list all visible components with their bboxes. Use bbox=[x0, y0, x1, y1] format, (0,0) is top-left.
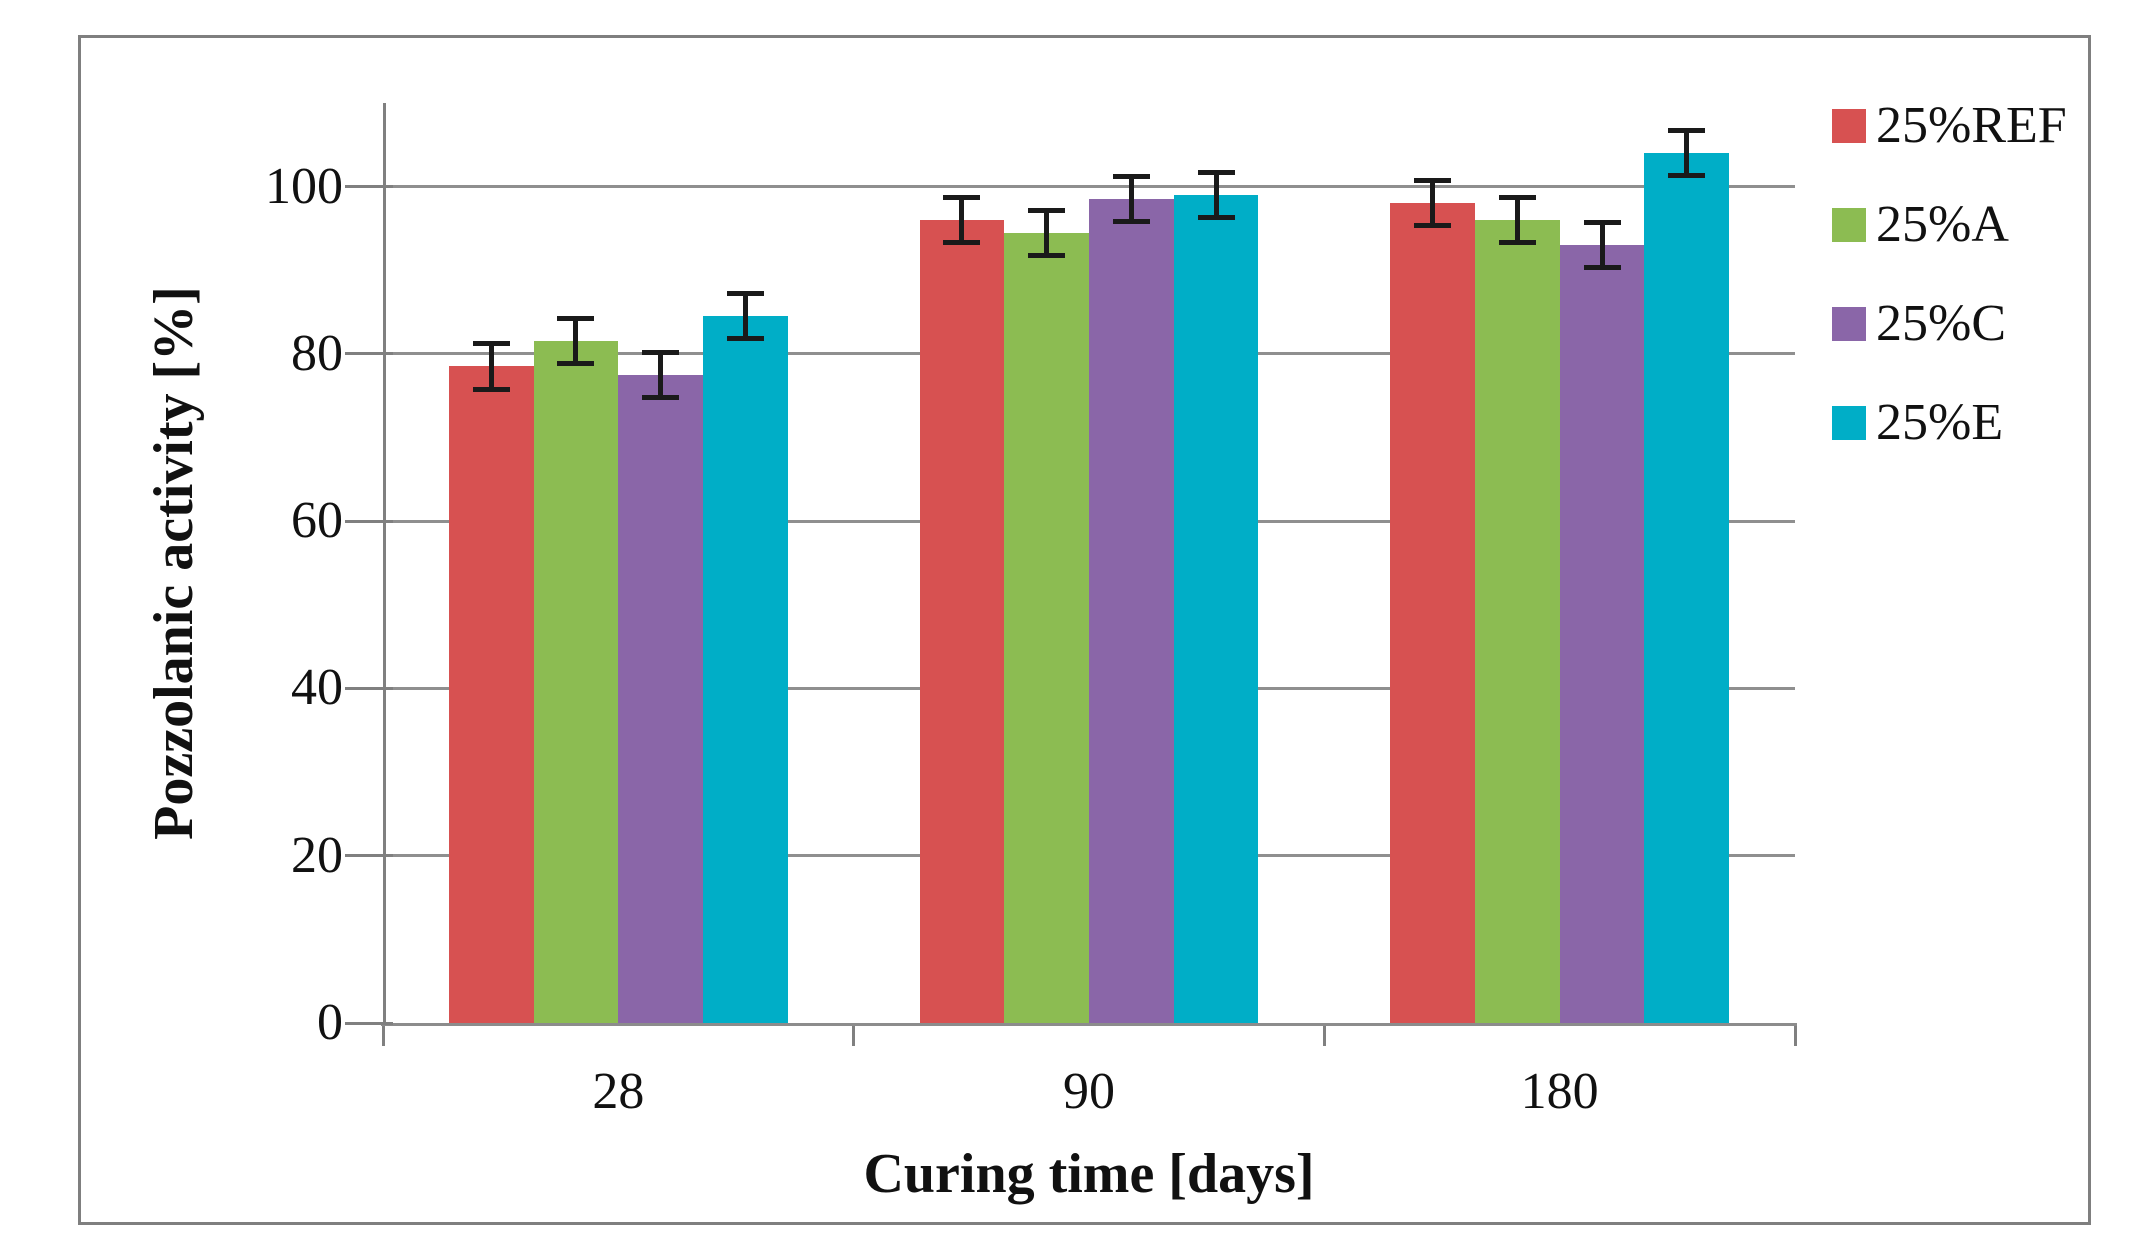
error-bar-cap-top bbox=[1414, 178, 1452, 184]
y-tick-label-20: 20 bbox=[291, 826, 343, 884]
x-tick-mark-0 bbox=[381, 1026, 385, 1046]
error-bar-cap-top bbox=[642, 349, 680, 355]
y-tick-label-80: 80 bbox=[291, 324, 343, 382]
error-bar-cap-bottom bbox=[1197, 215, 1235, 221]
error-bar-line bbox=[488, 341, 494, 392]
y-tick-label-40: 40 bbox=[291, 659, 343, 717]
error-bar-line bbox=[1514, 195, 1520, 246]
error-bar-cap-top bbox=[1583, 220, 1621, 226]
legend-label: 25%E bbox=[1876, 394, 2004, 451]
bar-25%A-28 bbox=[533, 341, 619, 1023]
x-category-label-180: 180 bbox=[1520, 1063, 1599, 1120]
legend-label: 25%C bbox=[1876, 295, 2006, 352]
legend-item-25%C: 25%C bbox=[1832, 294, 2006, 354]
bar-25%A-180 bbox=[1474, 220, 1560, 1023]
error-bar-cap-bottom bbox=[472, 386, 510, 392]
error-bar-cap-bottom bbox=[1498, 240, 1536, 246]
error-bar-cap-top bbox=[472, 341, 510, 347]
bar-25%E-28 bbox=[703, 316, 788, 1023]
gridline-y-100 bbox=[385, 185, 1795, 189]
error-bar-cap-top bbox=[1112, 174, 1150, 180]
bar-25%A-90 bbox=[1004, 232, 1089, 1023]
x-tick-mark-1 bbox=[852, 1026, 856, 1046]
bar-25%REF-90 bbox=[919, 220, 1005, 1023]
error-bar-cap-top bbox=[726, 291, 764, 297]
error-bar-line bbox=[658, 349, 664, 400]
bar-25%E-180 bbox=[1644, 153, 1730, 1023]
legend-item-25%A: 25%A bbox=[1832, 195, 2009, 255]
error-bar-line bbox=[742, 291, 748, 342]
bar-25%REF-180 bbox=[1390, 203, 1475, 1023]
error-bar-line bbox=[1128, 174, 1134, 225]
legend-swatch-25%C bbox=[1832, 307, 1866, 341]
y-tick-mark-60 bbox=[345, 519, 393, 523]
error-bar-cap-bottom bbox=[1583, 265, 1621, 271]
legend-item-25%REF: 25%REF bbox=[1832, 96, 2067, 156]
error-bar-cap-bottom bbox=[1112, 219, 1150, 225]
legend-swatch-25%E bbox=[1832, 406, 1866, 440]
y-axis-line bbox=[383, 103, 386, 1026]
error-bar-cap-top bbox=[557, 316, 595, 322]
error-bar-cap-top bbox=[1498, 195, 1536, 200]
legend-label: 25%REF bbox=[1876, 97, 2067, 154]
x-tick-mark-3 bbox=[1793, 1026, 1797, 1046]
figure-border bbox=[78, 35, 2091, 1225]
y-tick-label-0: 0 bbox=[317, 994, 343, 1051]
error-bar-cap-bottom bbox=[642, 394, 680, 400]
error-bar-line bbox=[1430, 178, 1436, 229]
x-category-label-28: 28 bbox=[592, 1063, 645, 1120]
legend-swatch-25%REF bbox=[1832, 109, 1866, 143]
legend-label: 25%A bbox=[1876, 196, 2009, 253]
error-bar-line bbox=[1684, 128, 1690, 179]
error-bar-cap-top bbox=[1197, 169, 1235, 175]
plot-area bbox=[345, 103, 1797, 1046]
y-tick-mark-20 bbox=[345, 854, 393, 858]
x-tick-mark-2 bbox=[1322, 1026, 1326, 1046]
bar-25%REF-28 bbox=[448, 366, 534, 1023]
y-tick-mark-40 bbox=[345, 686, 393, 690]
error-bar-cap-top bbox=[1028, 207, 1066, 213]
bar-25%C-90 bbox=[1089, 199, 1174, 1023]
error-bar-line bbox=[959, 195, 965, 246]
bar-25%C-180 bbox=[1559, 245, 1645, 1023]
y-tick-mark-0 bbox=[345, 1021, 393, 1025]
error-bar-line bbox=[1044, 207, 1050, 258]
error-bar-cap-top bbox=[1668, 128, 1706, 134]
y-tick-mark-80 bbox=[345, 352, 393, 356]
x-axis-line bbox=[381, 1023, 1797, 1026]
error-bar-cap-bottom bbox=[1668, 173, 1706, 179]
error-bar-cap-top bbox=[943, 195, 981, 200]
y-tick-label-100: 100 bbox=[265, 157, 343, 215]
y-tick-label-60: 60 bbox=[291, 492, 343, 550]
error-bar-cap-bottom bbox=[943, 240, 981, 246]
x-axis-title: Curing time [days] bbox=[863, 1143, 1315, 1205]
bar-25%E-90 bbox=[1173, 195, 1259, 1023]
y-axis-title: Pozzolanic activity [%] bbox=[143, 286, 205, 840]
y-tick-mark-100 bbox=[345, 185, 393, 189]
x-category-label-90: 90 bbox=[1062, 1063, 1115, 1120]
legend-swatch-25%A bbox=[1832, 208, 1866, 242]
bar-25%C-28 bbox=[618, 374, 704, 1023]
error-bar-line bbox=[573, 316, 579, 367]
error-bar-line bbox=[1599, 220, 1605, 271]
error-bar-cap-bottom bbox=[726, 336, 764, 342]
error-bar-cap-bottom bbox=[557, 361, 595, 367]
legend-item-25%E: 25%E bbox=[1832, 393, 2003, 453]
error-bar-cap-bottom bbox=[1028, 252, 1066, 258]
error-bar-line bbox=[1213, 169, 1219, 221]
error-bar-cap-bottom bbox=[1414, 223, 1452, 229]
